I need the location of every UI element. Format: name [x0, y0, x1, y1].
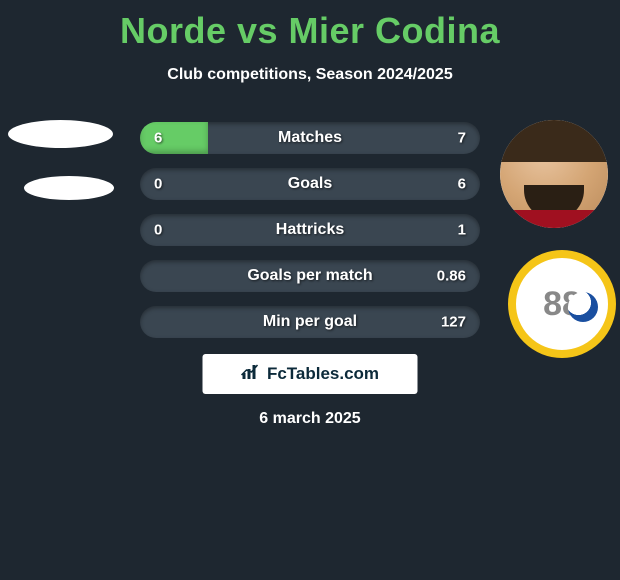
- stat-row: Goals per match 0.86: [140, 260, 480, 292]
- stat-label: Matches: [278, 129, 342, 147]
- stat-value-right: 6: [458, 176, 466, 193]
- date-label: 6 march 2025: [259, 410, 360, 428]
- stat-label: Min per goal: [263, 313, 357, 331]
- stat-row: 0 Hattricks 1: [140, 214, 480, 246]
- stat-row: 0 Goals 6: [140, 168, 480, 200]
- stat-label: Goals per match: [247, 267, 372, 285]
- stat-fill-left: [140, 122, 208, 154]
- page-subtitle: Club competitions, Season 2024/2025: [0, 66, 620, 84]
- stat-value-right: 1: [458, 222, 466, 239]
- chart-icon: [241, 363, 263, 386]
- stat-bars: 6 Matches 7 0 Goals 6 0 Hattricks 1 Goals per mat…: [140, 122, 480, 338]
- stat-value-right: 127: [441, 314, 466, 331]
- stat-value-left: 0: [154, 176, 162, 193]
- stat-value-right: 7: [458, 130, 466, 147]
- stat-value-right: 0.86: [437, 268, 466, 285]
- team-left-badge: [24, 176, 114, 200]
- comparison-area: 88 6 Matches 7 0 Goals 6 0 Hattricks 1 Goals per …: [0, 118, 620, 368]
- stat-value-left: 0: [154, 222, 162, 239]
- soccer-ball-icon: [568, 292, 598, 322]
- stat-value-left: 6: [154, 130, 162, 147]
- stat-label: Hattricks: [276, 221, 344, 239]
- stat-label: Goals: [288, 175, 332, 193]
- brand-text: FcTables.com: [267, 364, 379, 384]
- player-left-avatar: [8, 120, 113, 148]
- brand-watermark: FcTables.com: [203, 354, 418, 394]
- stat-row: Min per goal 127: [140, 306, 480, 338]
- team-right-badge: 88: [508, 250, 616, 358]
- player-right-avatar: [500, 120, 608, 228]
- stat-row: 6 Matches 7: [140, 122, 480, 154]
- page-title: Norde vs Mier Codina: [0, 0, 620, 52]
